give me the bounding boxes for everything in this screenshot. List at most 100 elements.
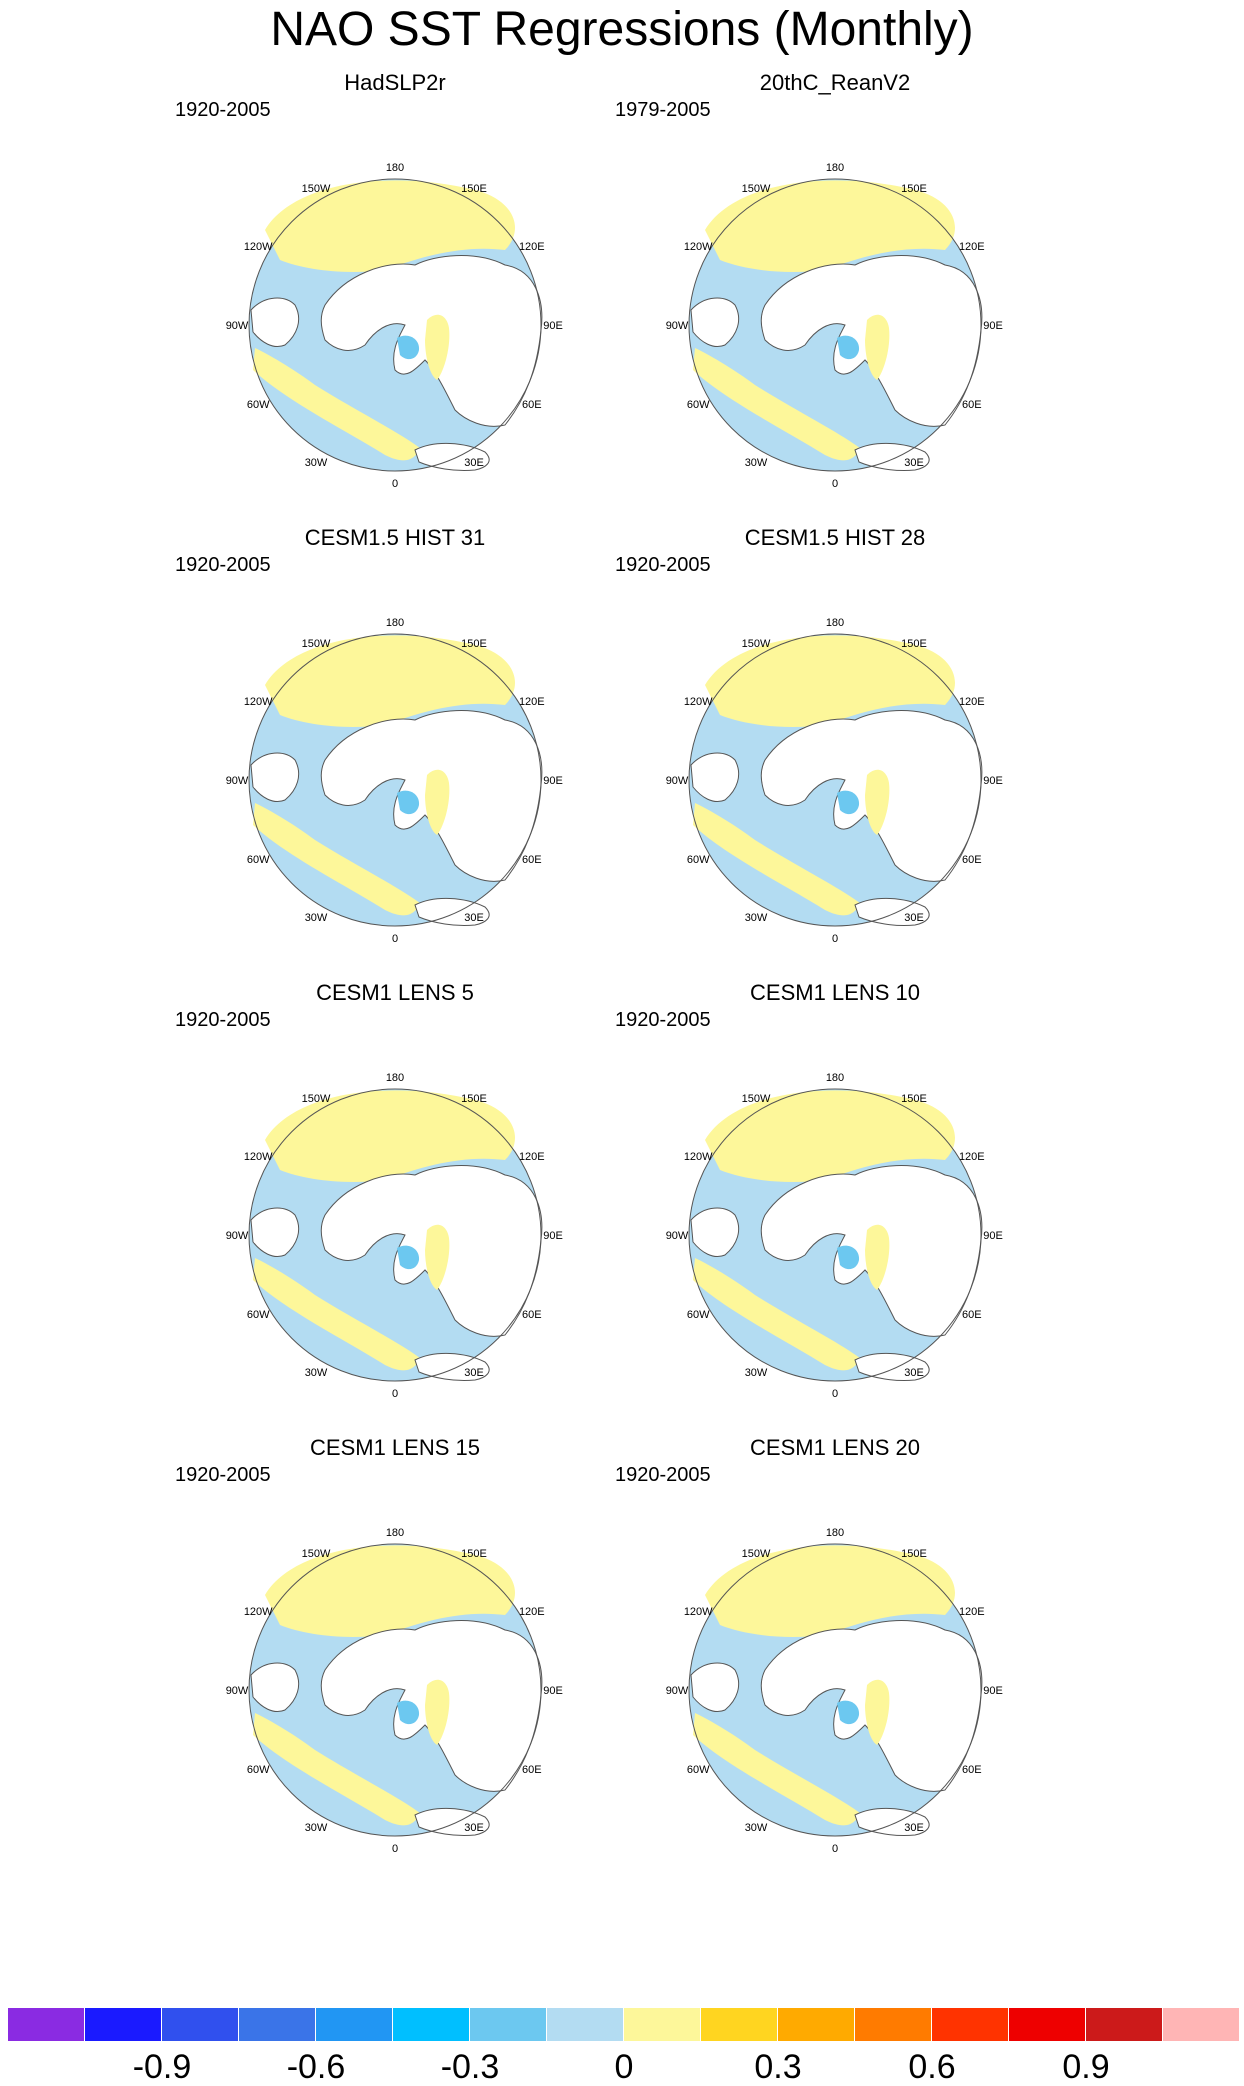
longitude-label: 30W (305, 912, 328, 924)
polar-map: 180 150E 120E 90E 60E 30E 0 30W 60W 90W 120W 150W (226, 162, 563, 490)
colorbar-box (470, 2008, 547, 2041)
longitude-label: 150E (901, 1548, 927, 1560)
longitude-label: 0 (392, 933, 398, 945)
longitude-label: 150E (461, 638, 487, 650)
longitude-label: 60W (687, 1309, 710, 1321)
map-panel: CESM1 LENS 5 180 150E 120E 90E 60E 30E 0 30W 60W 9… (175, 980, 615, 1455)
colorbar-box (547, 2008, 624, 2041)
longitude-label: 30E (464, 912, 484, 924)
longitude-label: 60W (687, 399, 710, 411)
longitude-label: 150W (302, 1548, 331, 1560)
longitude-label: 60E (962, 1309, 982, 1321)
longitude-label: 120E (519, 1151, 545, 1163)
figure-title: NAO SST Regressions (Monthly) (270, 3, 974, 56)
longitude-label: 120W (684, 696, 713, 708)
longitude-label: 120W (244, 696, 273, 708)
longitude-label: 60E (522, 399, 542, 411)
longitude-label: 30W (305, 1367, 328, 1379)
colorbar-box (8, 2008, 85, 2041)
longitude-label: 90W (226, 775, 249, 787)
longitude-label: 120W (244, 1151, 273, 1163)
panel-period: 1920-2005 (175, 554, 271, 576)
longitude-label: 60W (247, 854, 270, 866)
longitude-label: 0 (832, 933, 838, 945)
longitude-label: 120E (959, 1151, 985, 1163)
longitude-label: 60E (522, 854, 542, 866)
longitude-label: 30E (904, 912, 924, 924)
longitude-label: 150E (901, 638, 927, 650)
colorbar-tick-label: -0.3 (440, 2048, 500, 2086)
longitude-label: 30E (904, 457, 924, 469)
colorbar-box (1086, 2008, 1163, 2041)
longitude-label: 30W (305, 1822, 328, 1834)
longitude-label: 90E (543, 1685, 563, 1697)
longitude-label: 90E (983, 1685, 1003, 1697)
longitude-label: 0 (392, 1388, 398, 1400)
longitude-label: 150E (461, 1093, 487, 1105)
polar-map: 180 150E 120E 90E 60E 30E 0 30W 60W 90W 120W 150W (226, 1072, 563, 1400)
panel-title: CESM1 LENS 20 (750, 1435, 920, 1460)
panel-title: 20thC_ReanV2 (759, 70, 911, 95)
longitude-label: 0 (832, 1843, 838, 1855)
panel-title: HadSLP2r (344, 70, 446, 95)
map-panel: 20thC_ReanV2 180 150E 120E 90E 60E 30E 0 30W 60W 9… (615, 70, 1055, 545)
longitude-label: 90E (983, 320, 1003, 332)
longitude-label: 30E (904, 1822, 924, 1834)
longitude-label: 90W (666, 320, 689, 332)
longitude-label: 120E (959, 241, 985, 253)
longitude-label: 90W (666, 1685, 689, 1697)
colorbar-box (778, 2008, 855, 2041)
colorbar-tick-label: -0.6 (286, 2048, 346, 2086)
longitude-label: 180 (826, 1527, 844, 1539)
map-panel: CESM1.5 HIST 28 180 150E 120E 90E 60E 30E 0 30W 6… (615, 525, 1055, 1000)
longitude-label: 60E (962, 1764, 982, 1776)
polar-map: 180 150E 120E 90E 60E 30E 0 30W 60W 90W 120W 150W (666, 162, 1003, 490)
longitude-label: 60W (687, 1764, 710, 1776)
longitude-label: 30W (305, 457, 328, 469)
longitude-label: 120W (244, 241, 273, 253)
colorbar-box (701, 2008, 778, 2041)
map-panel: CESM1 LENS 15 180 150E 120E 90E 60E 30E 0 30W 60W… (175, 1435, 615, 1910)
colorbar-box (1163, 2008, 1240, 2041)
longitude-label: 0 (832, 478, 838, 490)
longitude-label: 60W (247, 1764, 270, 1776)
longitude-label: 30E (904, 1367, 924, 1379)
longitude-label: 180 (826, 162, 844, 174)
longitude-label: 0 (832, 1388, 838, 1400)
panel-period: 1920-2005 (615, 554, 711, 576)
map-panel: CESM1 LENS 20 180 150E 120E 90E 60E 30E 0 30W 60W… (615, 1435, 1055, 1910)
longitude-label: 60W (247, 1309, 270, 1321)
longitude-label: 120E (959, 1606, 985, 1618)
longitude-label: 150W (302, 1093, 331, 1105)
longitude-label: 120W (244, 1606, 273, 1618)
longitude-label: 180 (826, 1072, 844, 1084)
longitude-label: 30W (745, 457, 768, 469)
panel-period: 1920-2005 (175, 1464, 271, 1486)
colorbar-box (239, 2008, 316, 2041)
longitude-label: 90W (226, 1230, 249, 1242)
longitude-label: 90E (543, 775, 563, 787)
colorbar-tick-label: -0.9 (132, 2048, 192, 2086)
longitude-label: 120W (684, 241, 713, 253)
longitude-label: 180 (386, 1072, 404, 1084)
longitude-label: 180 (386, 162, 404, 174)
longitude-label: 120E (519, 696, 545, 708)
longitude-label: 30E (464, 1822, 484, 1834)
longitude-label: 180 (386, 617, 404, 629)
longitude-label: 30W (745, 1367, 768, 1379)
longitude-label: 150W (742, 1093, 771, 1105)
longitude-label: 90E (543, 320, 563, 332)
panel-title: CESM1 LENS 10 (750, 980, 920, 1005)
longitude-label: 150E (901, 183, 927, 195)
map-panel: CESM1 LENS 10 180 150E 120E 90E 60E 30E 0 30W 60W… (615, 980, 1055, 1455)
colorbar-tick-label: 0.6 (908, 2048, 956, 2086)
longitude-label: 150W (742, 1548, 771, 1560)
longitude-label: 90W (666, 775, 689, 787)
panel-period: 1979-2005 (615, 99, 711, 121)
colorbar-box (1009, 2008, 1086, 2041)
longitude-label: 90E (983, 775, 1003, 787)
colorbar-tick-label: 0 (614, 2048, 634, 2086)
panel-title: CESM1 LENS 15 (310, 1435, 480, 1460)
longitude-label: 60E (522, 1309, 542, 1321)
panel-period: 1920-2005 (615, 1464, 711, 1486)
